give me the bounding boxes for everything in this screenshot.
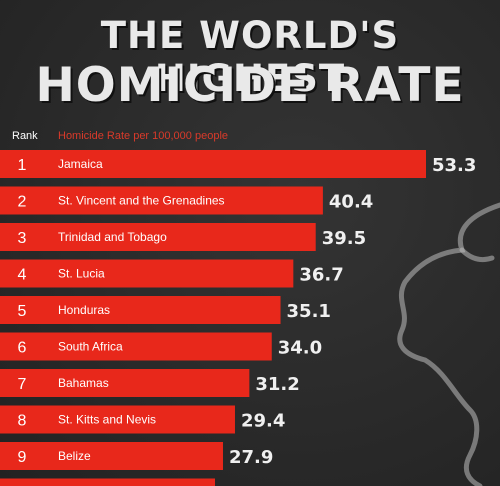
bar-8 <box>0 405 235 434</box>
value-label-8: 29.4 <box>241 411 285 432</box>
category-label-8: St. Kitts and Nevis <box>58 413 156 427</box>
rank-label-9: 9 <box>18 449 27 466</box>
category-label-3: Trinidad and Tobago <box>58 230 167 244</box>
bar-4 <box>0 259 294 288</box>
value-label-4: 36.7 <box>299 265 343 286</box>
bar-6 <box>0 332 272 361</box>
chalk-outline-decoration <box>397 202 500 486</box>
metric-column-header: Homicide Rate per 100,000 people <box>58 130 229 142</box>
value-label-3: 39.5 <box>322 228 366 249</box>
category-label-2: St. Vincent and the Grenadines <box>58 194 225 208</box>
value-label-6: 34.0 <box>278 338 322 359</box>
chart-title-line-2: HOMICIDE RATE <box>35 58 465 113</box>
value-label-7: 31.2 <box>255 374 299 395</box>
bar-9 <box>0 442 223 470</box>
value-label-5: 35.1 <box>287 301 331 322</box>
category-label-5: Honduras <box>58 303 110 317</box>
value-label-9: 27.9 <box>229 447 273 468</box>
rank-label-2: 2 <box>18 194 27 211</box>
rank-label-1: 1 <box>18 157 27 174</box>
category-label-7: Bahamas <box>58 376 109 390</box>
chart-title-line-1: THE WORLD'S HIGHEST <box>100 14 400 100</box>
value-label-1: 53.3 <box>432 155 476 176</box>
rank-label-4: 4 <box>18 267 27 284</box>
rank-label-8: 8 <box>18 413 27 430</box>
bar-2 <box>0 186 323 215</box>
bar-1 <box>0 150 426 178</box>
category-label-9: Belize <box>58 449 91 463</box>
rank-label-5: 5 <box>18 303 27 320</box>
rank-column-header: Rank <box>12 130 38 142</box>
chalk-outline-decoration-2 <box>459 247 495 263</box>
rank-label-3: 3 <box>18 230 27 247</box>
bar-partial-cutoff <box>0 478 215 486</box>
rank-label-7: 7 <box>18 376 27 393</box>
bar-3 <box>0 223 316 251</box>
category-label-4: St. Lucia <box>58 267 105 281</box>
category-label-6: South Africa <box>58 340 123 354</box>
rank-label-6: 6 <box>18 340 27 357</box>
bar-5 <box>0 296 281 324</box>
category-label-1: Jamaica <box>58 157 103 171</box>
value-label-2: 40.4 <box>329 192 373 213</box>
bar-7 <box>0 369 250 397</box>
